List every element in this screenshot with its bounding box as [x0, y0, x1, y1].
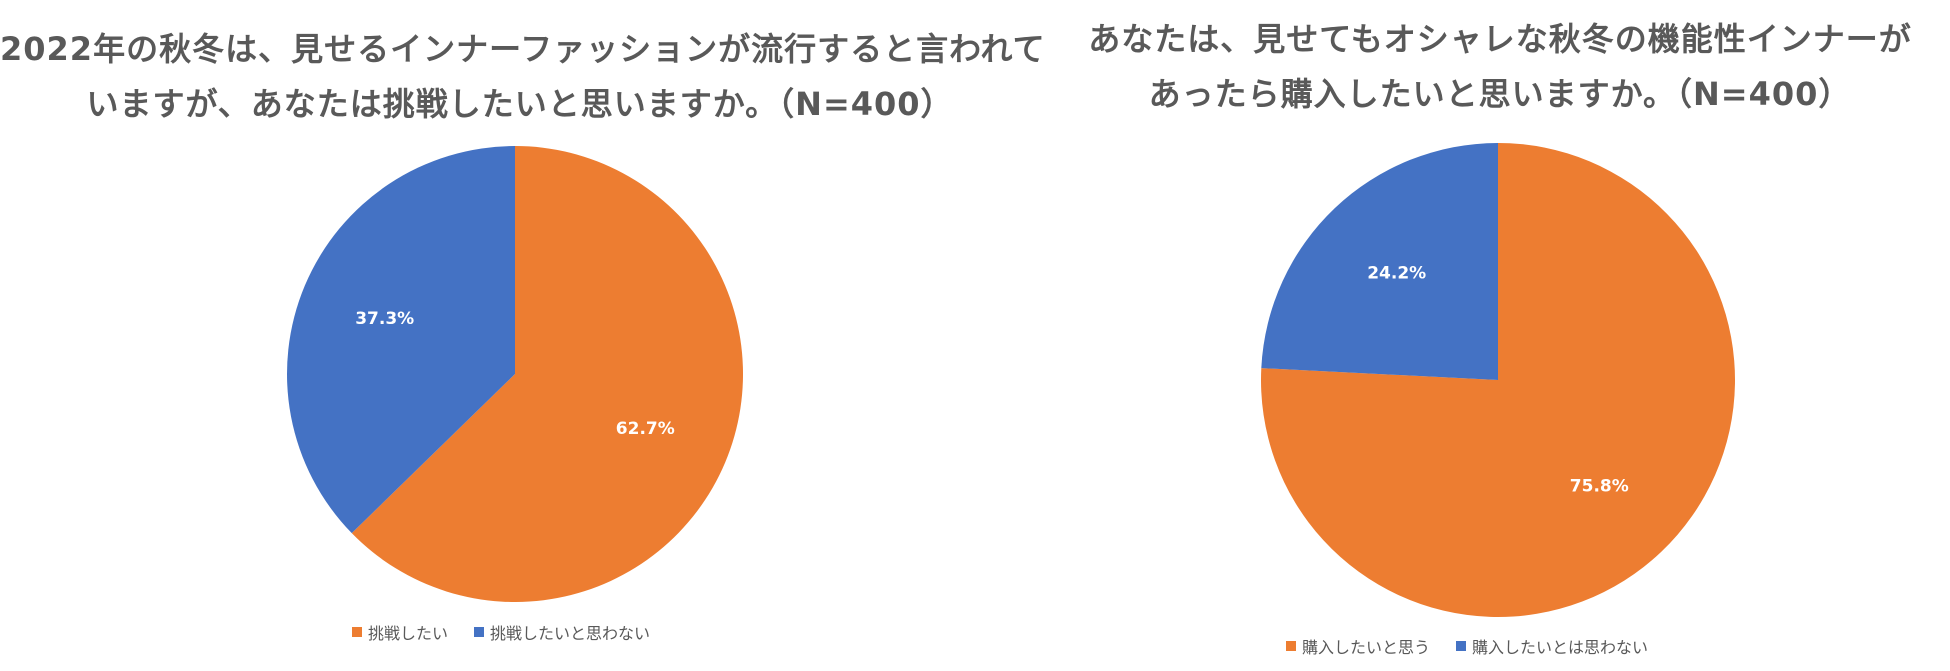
legend-label: 挑戦したい [368, 624, 449, 643]
legend-item[interactable]: 挑戦したいと思わない [474, 620, 650, 644]
data-label-0: 62.7% [616, 419, 675, 439]
pie-slice-1[interactable] [1261, 143, 1498, 380]
chart-title: 2022年の秋冬は、見せるインナーファッションが流行すると言われて いますが、あ… [0, 22, 1046, 132]
legend-swatch-blue [474, 627, 485, 637]
chart-title-line-2: いますが、あなたは挑戦したいと思いますか。（N=400） [86, 85, 954, 123]
legend-label: 挑戦したいと思わない [490, 624, 651, 643]
chart-title-line-2: あったら購入したいと思いますか。（N=400） [1148, 75, 1852, 113]
legend-item[interactable]: 購入したいとは思わない [1456, 634, 1648, 658]
data-label-0: 75.8% [1570, 477, 1629, 497]
chart-title: あなたは、見せてもオシャレな秋冬の機能性インナーが あったら購入したいと思います… [1050, 12, 1950, 122]
chart-panel-right: あなたは、見せてもオシャレな秋冬の機能性インナーが あったら購入したいと思います… [1050, 0, 1950, 671]
chart-title-line-1: あなたは、見せてもオシャレな秋冬の機能性インナーが [1088, 20, 1912, 58]
pie-chart: 62.7% 37.3% [287, 146, 744, 602]
chart-title-line-1: 2022年の秋冬は、見せるインナーファッションが流行すると言われて [0, 30, 1046, 68]
legend-label: 購入したいと思う [1302, 638, 1431, 657]
pie-chart: 75.8% 24.2% [1261, 143, 1736, 617]
pie-slice-1[interactable] [287, 146, 515, 534]
legend-item[interactable]: 挑戦したい [352, 620, 448, 644]
legend-swatch-orange [352, 627, 362, 637]
data-label-1: 37.3% [355, 309, 414, 329]
legend-swatch-blue [1456, 641, 1467, 651]
chart-legend: 購入したいと思う 購入したいとは思わない [1286, 634, 1648, 658]
chart-panel-left: 2022年の秋冬は、見せるインナーファッションが流行すると言われて いますが、あ… [0, 22, 1046, 644]
pie-slice-0[interactable] [1261, 143, 1736, 617]
pie-slice-0[interactable] [351, 146, 744, 602]
legend-item[interactable]: 購入したいと思う [1286, 634, 1430, 658]
legend-label: 購入したいとは思わない [1472, 638, 1649, 657]
legend-swatch-orange [1286, 641, 1296, 651]
data-label-1: 24.2% [1367, 264, 1426, 284]
chart-legend: 挑戦したい 挑戦したいと思わない [352, 620, 650, 644]
